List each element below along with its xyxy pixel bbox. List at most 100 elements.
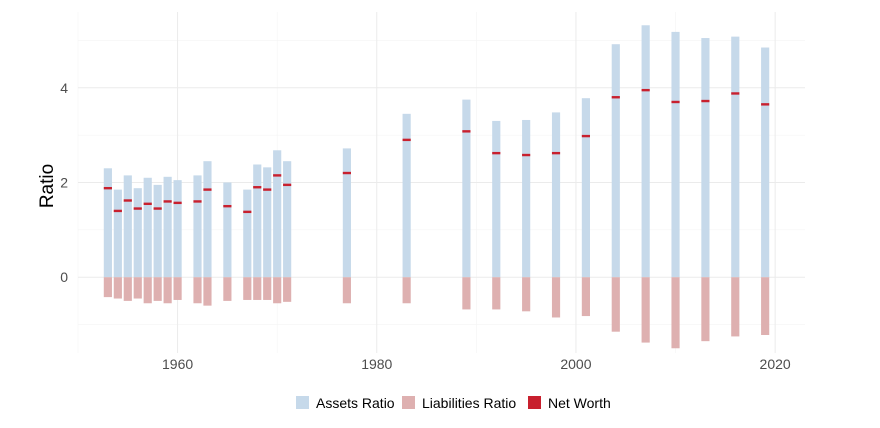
assets-bar [671, 31, 680, 278]
net-worth-mark [611, 96, 620, 99]
assets-bar [153, 184, 162, 278]
assets-bar [113, 189, 122, 278]
net-worth-mark [462, 130, 471, 133]
assets-bar [133, 188, 142, 278]
liabilities-bar [173, 277, 182, 300]
legend-label-assets: Assets Ratio [316, 395, 395, 411]
assets-bar [462, 99, 471, 278]
liabilities-bar [113, 277, 122, 299]
net-worth-mark [342, 171, 351, 175]
liabilities-bar [462, 277, 471, 310]
net-worth-mark [641, 88, 650, 92]
net-worth-mark [113, 209, 122, 213]
y-tick-label: 2 [60, 175, 68, 191]
liabilities-bar [193, 277, 202, 304]
legend-label-net-worth: Net Worth [548, 395, 611, 411]
net-worth-mark [273, 174, 282, 177]
liabilities-bar [671, 277, 680, 349]
liabilities-bar [522, 277, 531, 312]
y-axis-title: Ratio [37, 164, 58, 208]
net-worth-mark [551, 151, 561, 155]
x-tick-label: 2000 [560, 356, 591, 372]
assets-bar [701, 38, 710, 278]
assets-bar [223, 182, 232, 278]
net-worth-mark [163, 200, 172, 203]
liabilities-bar [103, 277, 112, 298]
net-worth-mark [173, 201, 182, 205]
net-worth-mark [203, 188, 212, 191]
assets-bar [402, 113, 411, 278]
x-tick-label: 1960 [162, 356, 193, 372]
net-worth-mark [731, 92, 740, 95]
liabilities-bar [492, 277, 501, 310]
net-worth-mark [522, 153, 531, 157]
legend-swatch-net-worth [528, 396, 541, 409]
net-worth-mark [223, 204, 232, 208]
liabilities-bar [731, 277, 740, 337]
liabilities-bar [123, 277, 132, 301]
liabilities-bar [761, 277, 770, 336]
legend-swatch-liabilities [402, 396, 415, 409]
assets-bar [253, 164, 262, 278]
assets-bar [641, 25, 650, 278]
liabilities-bar [551, 277, 561, 318]
net-worth-mark [123, 199, 132, 202]
assets-bar [163, 176, 172, 278]
liabilities-bar [163, 277, 172, 304]
legend-label-liabilities: Liabilities Ratio [422, 395, 516, 411]
grid-lines [77, 12, 805, 353]
liabilities-bar [611, 277, 620, 332]
assets-bar [103, 168, 112, 278]
assets-bar [173, 180, 182, 278]
y-tick-label: 0 [60, 269, 68, 285]
net-worth-mark [153, 207, 162, 210]
assets-bar [611, 44, 620, 278]
assets-bar [492, 120, 501, 278]
liabilities-bar [581, 277, 590, 317]
assets-bar [193, 175, 202, 278]
net-worth-mark [671, 100, 680, 104]
assets-bar [761, 47, 770, 278]
net-worth-mark [193, 200, 202, 203]
assets-bar [123, 175, 132, 278]
assets-bar [522, 119, 531, 278]
liabilities-bar [273, 277, 282, 304]
liabilities-bar [342, 277, 351, 304]
x-tick-label: 1980 [361, 356, 392, 372]
net-worth-mark [492, 151, 501, 155]
liabilities-bar [153, 277, 162, 301]
liabilities-bar [143, 277, 152, 304]
liabilities-bar [283, 277, 292, 302]
assets-bar [731, 36, 740, 278]
assets-bar [143, 177, 152, 278]
net-worth-mark [701, 99, 710, 103]
assets-bar [203, 161, 212, 278]
liabilities-bar [263, 277, 272, 300]
assets-bar [263, 167, 272, 278]
liabilities-bar [203, 277, 212, 306]
assets-bar [283, 161, 292, 278]
net-worth-mark [243, 210, 252, 214]
liabilities-bar [133, 277, 142, 299]
tick-labels: 0 2 4 1960 1980 2000 2020 [60, 80, 791, 372]
net-worth-mark [761, 103, 770, 106]
assets-bar [273, 150, 282, 278]
bars [103, 25, 770, 349]
liabilities-bar [701, 277, 710, 342]
liabilities-bar [402, 277, 411, 304]
legend-swatch-assets [296, 396, 309, 409]
liabilities-bar [641, 277, 650, 343]
net-worth-mark [283, 183, 292, 187]
assets-bar [342, 148, 351, 278]
net-worth-mark [133, 207, 142, 210]
net-worth-mark [263, 188, 272, 191]
net-worth-mark [253, 186, 262, 189]
net-worth-mark [581, 134, 590, 138]
liabilities-bar [253, 277, 262, 300]
assets-bar [581, 98, 590, 278]
legend: Assets Ratio Liabilities Ratio Net Worth [296, 395, 611, 411]
liabilities-bar [223, 277, 232, 301]
liabilities-bar [243, 277, 252, 300]
y-tick-label: 4 [60, 80, 68, 96]
